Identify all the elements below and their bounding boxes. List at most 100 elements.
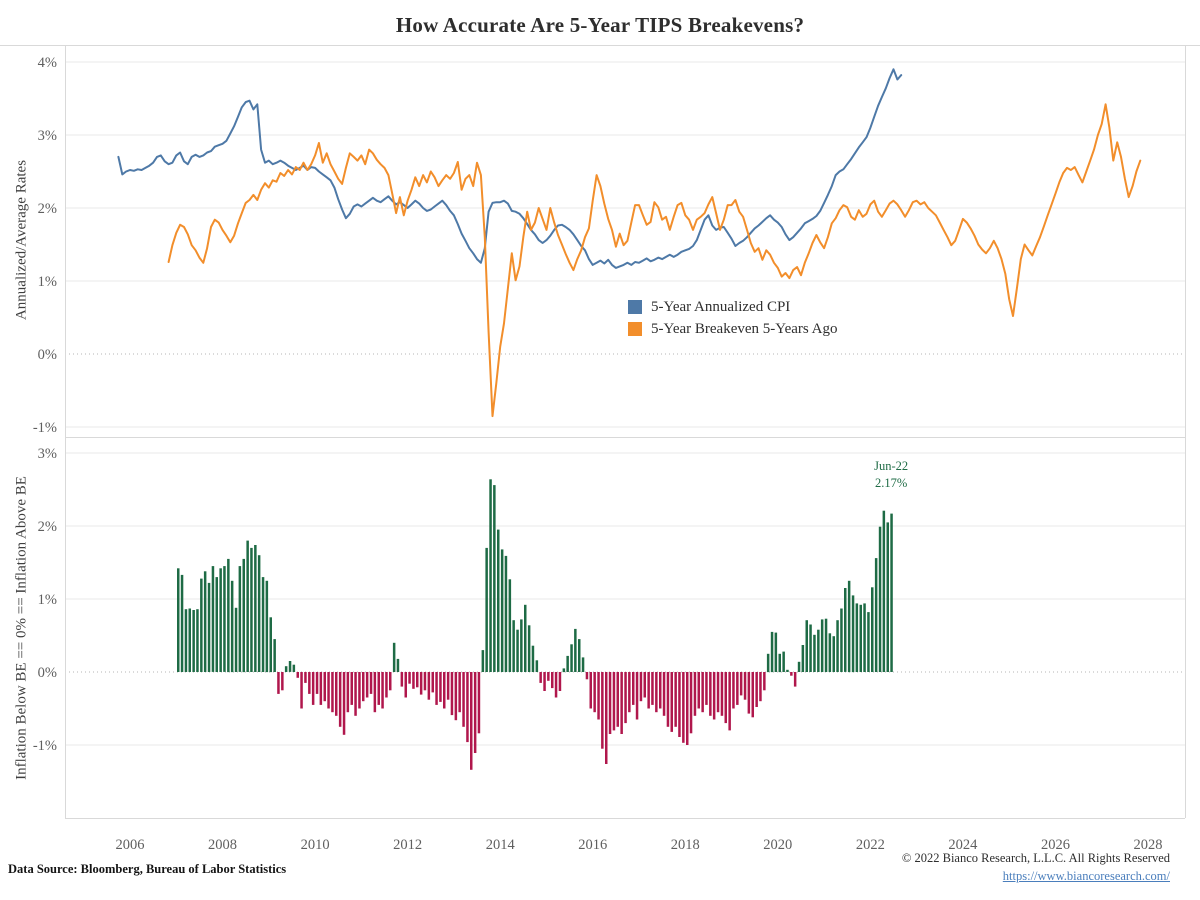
diff-bar <box>705 672 708 705</box>
diff-bar <box>446 672 450 700</box>
diff-bar <box>639 672 643 702</box>
diff-bar <box>265 580 269 673</box>
diff-bar <box>254 545 257 672</box>
diff-bar <box>288 661 292 672</box>
diff-bar <box>624 672 627 724</box>
diff-bar <box>223 566 226 672</box>
diff-bar <box>269 617 272 673</box>
diff-bar <box>238 566 242 672</box>
diff-bar <box>689 672 693 734</box>
diff-bar <box>824 618 828 672</box>
y-tick-label: 1% <box>38 274 57 290</box>
y-tick-label: 3% <box>38 128 57 144</box>
diff-bar <box>481 650 485 672</box>
x-tick-label: 2010 <box>301 837 330 853</box>
copyright-note: © 2022 Bianco Research, L.L.C. All Right… <box>901 851 1170 865</box>
diff-bar <box>188 608 191 672</box>
diff-bar <box>666 672 670 727</box>
diff-bar <box>416 672 419 688</box>
diff-bar <box>365 672 369 698</box>
diff-bar <box>412 672 415 689</box>
diff-bar <box>774 632 778 672</box>
diff-bar <box>454 672 458 721</box>
diff-bar <box>670 672 673 732</box>
diff-bar <box>408 672 411 684</box>
diff-bar <box>296 672 299 678</box>
diff-bar <box>720 672 724 716</box>
diff-bar <box>651 672 654 705</box>
diff-bar <box>578 639 581 672</box>
diff-bar <box>886 522 889 672</box>
diff-bar <box>396 658 400 672</box>
x-tick-label: 2026 <box>1041 837 1070 853</box>
diff-bar <box>489 479 492 672</box>
diff-bar <box>219 568 222 672</box>
diff-bar <box>612 672 616 731</box>
diff-bar <box>184 609 188 672</box>
diff-bar <box>813 634 816 672</box>
diff-bar <box>207 582 211 672</box>
y-tick-label: 4% <box>38 55 57 71</box>
diff-bar <box>589 672 592 709</box>
diff-bar <box>643 672 646 698</box>
breakeven-line <box>167 103 1142 418</box>
diff-bar <box>346 672 350 713</box>
diff-bar <box>200 578 203 672</box>
legend-item-breakeven: 5-Year Breakeven 5-Years Ago <box>628 318 838 340</box>
diff-bar <box>551 672 554 689</box>
diff-bar <box>736 672 739 705</box>
diff-bar <box>331 672 334 713</box>
diff-bar <box>601 672 604 749</box>
data-source-note: Data Source: Bloomberg, Bureau of Labor … <box>8 862 287 876</box>
diff-bar <box>543 672 546 691</box>
annotation-date: Jun-22 <box>874 458 909 473</box>
diff-bar <box>724 672 727 724</box>
diff-bar <box>246 540 249 672</box>
diff-bar <box>497 529 500 672</box>
x-tick-label: 2020 <box>763 837 792 853</box>
diff-bar <box>458 672 461 713</box>
diff-bar <box>539 672 542 683</box>
diff-bar <box>786 669 789 672</box>
website-link[interactable]: https://www.biancoresearch.com/ <box>1002 869 1170 883</box>
diff-bar <box>701 672 704 713</box>
diff-bar <box>485 547 488 672</box>
diff-bar <box>473 672 477 753</box>
x-tick-label: 2016 <box>578 837 607 853</box>
diff-bar <box>647 672 650 709</box>
diff-bar <box>261 577 265 672</box>
diff-bar <box>358 672 361 709</box>
diff-bar <box>739 672 743 696</box>
diff-bar <box>435 672 438 705</box>
diff-bar <box>728 672 731 731</box>
diff-bar <box>234 607 238 672</box>
chart-title: How Accurate Are 5-Year TIPS Breakevens? <box>395 13 805 37</box>
diff-bar <box>392 642 396 672</box>
diff-bar <box>389 672 392 691</box>
diff-bar <box>678 672 681 737</box>
diff-bar <box>516 629 519 672</box>
diff-bar <box>369 672 373 694</box>
diff-bar <box>308 672 311 694</box>
diff-bar <box>655 672 658 713</box>
breakeven-legend-label: 5-Year Breakeven 5-Years Ago <box>651 320 838 337</box>
diff-bar <box>304 672 307 683</box>
diff-bar <box>431 672 434 693</box>
x-tick-label: 2018 <box>671 837 700 853</box>
diff-bar <box>743 672 747 700</box>
diff-bar <box>628 672 631 713</box>
diff-bar <box>828 633 832 672</box>
y-tick-label: 3% <box>38 446 57 462</box>
diff-bar <box>608 672 612 734</box>
diff-bar <box>840 608 843 672</box>
diff-bar <box>319 672 323 705</box>
diff-bar <box>203 571 207 672</box>
diff-bar <box>763 672 766 691</box>
diff-bar <box>871 587 874 672</box>
diff-bar <box>227 558 230 673</box>
y-tick-label: 0% <box>38 665 57 681</box>
diff-bar <box>230 580 234 673</box>
diff-bar <box>257 555 261 672</box>
diff-bar <box>662 672 666 716</box>
